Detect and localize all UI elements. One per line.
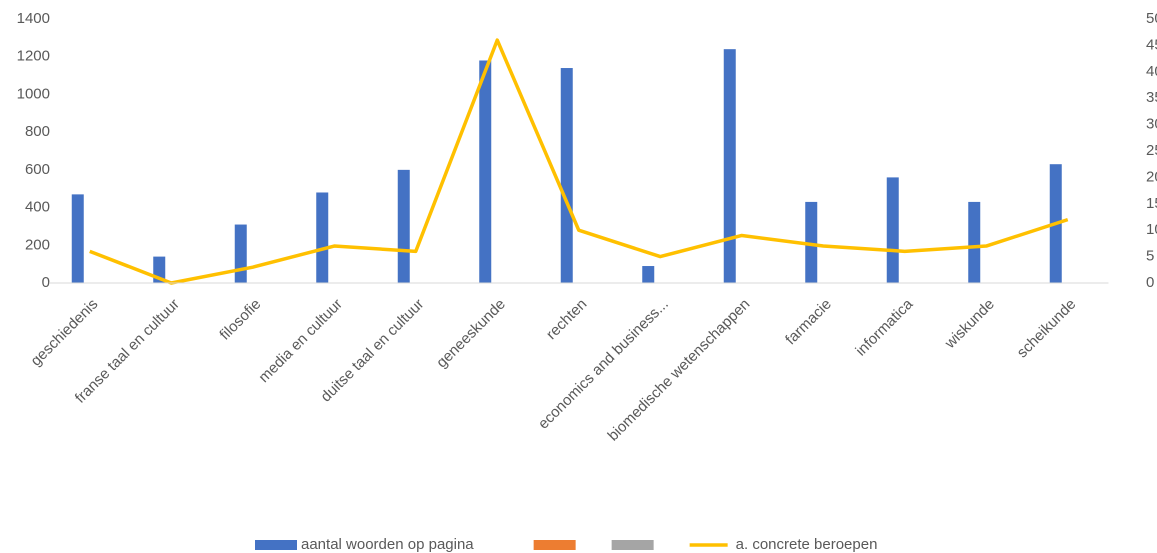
bar (968, 201, 981, 283)
bar (234, 224, 247, 283)
legend-swatch (255, 540, 297, 550)
x-tick-label: biomedische wetenschappen (605, 296, 754, 445)
bar (71, 194, 84, 283)
x-tick-label: farmacie (782, 296, 835, 349)
y2-tick-label: 25 (1146, 142, 1157, 159)
legend-label: aantal woorden op pagina (301, 536, 474, 553)
y-tick-label: 800 (25, 123, 50, 140)
line (89, 38, 1069, 285)
x-tick-label: informatica (852, 295, 916, 359)
bar (723, 49, 736, 283)
x-tick-label: scheikunde (1014, 296, 1080, 362)
x-tick-label: geneeskunde (433, 296, 509, 372)
bar (805, 201, 818, 283)
y-tick-label: 400 (25, 199, 50, 216)
y-tick-label: 1000 (17, 85, 50, 102)
bar (642, 266, 655, 283)
y-tick-label: 200 (25, 236, 50, 253)
x-tick-label: rechten (543, 296, 590, 343)
x-tick-label: wiskunde (941, 296, 998, 353)
y2-tick-label: 35 (1146, 89, 1157, 106)
y2-tick-label: 40 (1146, 63, 1157, 80)
bar (397, 169, 410, 283)
y2-tick-label: 15 (1146, 195, 1157, 212)
y2-tick-label: 20 (1146, 168, 1157, 185)
bar (316, 192, 329, 283)
y2-tick-label: 45 (1146, 36, 1157, 53)
y-tick-label: 600 (25, 161, 50, 178)
y2-tick-label: 50 (1146, 10, 1157, 27)
y-tick-label: 1200 (17, 48, 50, 65)
legend-label: a. concrete beroepen (736, 536, 878, 553)
x-tick-label: media en cultuur (255, 296, 345, 386)
x-tick-label: geschiedenis (27, 296, 101, 370)
legend-swatch (611, 540, 654, 550)
x-tick-label: economics and business... (535, 296, 672, 433)
y2-tick-label: 0 (1146, 274, 1154, 291)
y2-tick-label: 10 (1146, 221, 1157, 238)
y-tick-label: 0 (42, 274, 50, 291)
legend-swatch (533, 540, 576, 550)
bar (560, 68, 573, 284)
bar (479, 60, 492, 283)
bar (886, 177, 899, 283)
x-tick-label: filosofie (216, 296, 264, 344)
y-tick-label: 1400 (17, 10, 50, 27)
y2-tick-label: 30 (1146, 116, 1157, 133)
y2-tick-label: 5 (1146, 248, 1154, 265)
